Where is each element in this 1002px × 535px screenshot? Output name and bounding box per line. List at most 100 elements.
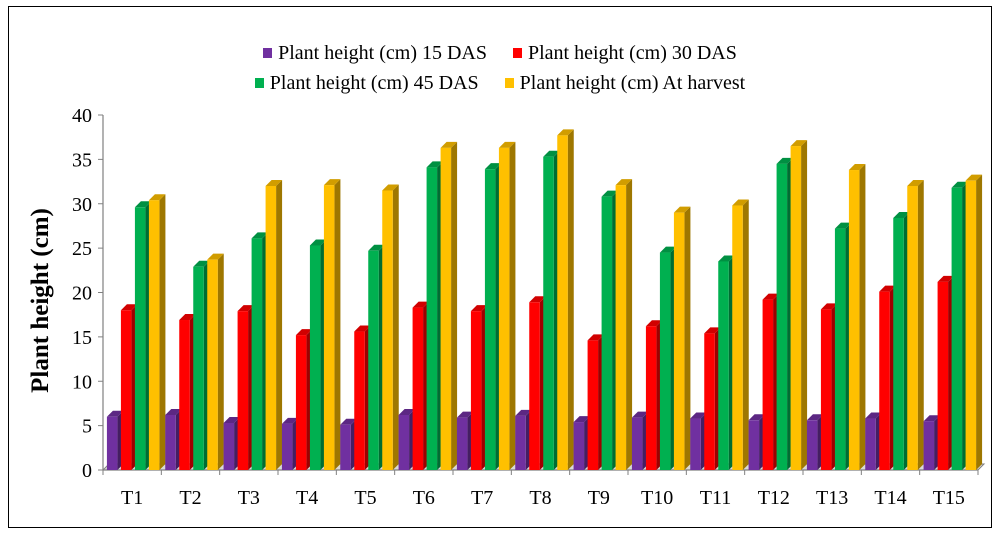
y-tick-label: 25	[72, 238, 92, 260]
legend-item-at-harvest: Plant height (cm) At harvest	[504, 72, 745, 95]
bar-top	[382, 184, 399, 191]
bar-front	[631, 417, 643, 470]
bar-top	[865, 412, 882, 419]
bar-front	[134, 207, 146, 471]
bar-front	[937, 281, 949, 470]
bar-top	[265, 180, 283, 186]
bar-top	[134, 201, 152, 208]
bar-top	[951, 181, 969, 188]
bar-top	[615, 179, 633, 186]
bar-front	[456, 417, 468, 470]
x-tick-label: T9	[588, 487, 610, 509]
x-tick-label: T14	[874, 487, 906, 509]
bar-top	[148, 194, 166, 201]
bar-top	[937, 275, 955, 282]
bar-front	[573, 422, 585, 470]
bar-front	[732, 205, 743, 470]
x-tick-label: T8	[529, 487, 551, 509]
bar-top	[848, 164, 866, 171]
bar-top	[426, 161, 444, 168]
bar-T10-series-3	[673, 206, 691, 470]
y-tick-label: 30	[72, 194, 92, 216]
bar-T14-series-3	[907, 180, 924, 470]
bar-top	[354, 325, 371, 332]
bar-front	[790, 146, 802, 470]
bar-side	[217, 253, 224, 470]
bar-top	[179, 314, 196, 321]
bar-side	[567, 129, 574, 470]
bar-front	[207, 259, 218, 470]
bar-top	[281, 417, 299, 424]
bar-top	[529, 296, 546, 303]
chart-labels: 0 5 10 15 20 25 30 35 40 Plant height (cm) T1 T2 T3 T…	[27, 105, 965, 509]
bar-top	[732, 199, 749, 206]
bar-top	[340, 418, 357, 425]
legend-label-30-das: Plant height (cm) 30 DAS	[528, 41, 737, 64]
bar-front	[704, 333, 715, 470]
bar-front	[806, 420, 818, 470]
legend-row-2: Plant height (cm) 45 DAS Plant height (c…	[120, 68, 880, 98]
bar-front	[265, 186, 277, 470]
bar-front	[543, 156, 554, 470]
x-tick-label: T10	[641, 487, 673, 509]
bar-top	[106, 410, 124, 417]
x-tick-label: T4	[296, 487, 318, 509]
bar-front	[615, 185, 627, 471]
bar-top	[412, 301, 430, 308]
bar-front	[645, 326, 657, 470]
bar-front	[557, 135, 568, 470]
bar-T15-series-3	[965, 174, 983, 471]
bar-T4-series-3	[323, 179, 341, 471]
bar-front	[281, 423, 293, 470]
bar-top	[923, 415, 941, 422]
bar-front	[354, 331, 365, 470]
bar-T12-series-3	[790, 140, 808, 470]
bar-front	[776, 163, 788, 470]
x-tick-label: T11	[700, 487, 731, 509]
bar-T5-series-3	[382, 184, 399, 470]
bar-front	[690, 418, 701, 470]
bar-front	[440, 147, 452, 470]
legend-swatch-15-das	[263, 48, 273, 58]
bar-front	[165, 414, 176, 470]
x-tick-label: T6	[413, 487, 435, 509]
legend-row-1: Plant height (cm) 15 DAS Plant height (c…	[120, 38, 880, 68]
bar-front	[368, 250, 379, 470]
bar-front	[601, 196, 613, 470]
bar-front	[762, 299, 774, 470]
bar-front	[659, 252, 671, 470]
bar-front	[951, 187, 963, 470]
bar-front	[879, 291, 890, 470]
bar-front	[865, 418, 876, 470]
legend-swatch-at-harvest	[504, 78, 514, 88]
y-tick-label: 20	[72, 283, 92, 305]
bar-side	[684, 206, 691, 470]
bar-front	[834, 228, 846, 470]
bar-T11-series-3	[732, 199, 749, 470]
y-tick-label: 35	[72, 149, 92, 171]
bar-top	[631, 411, 649, 418]
bar-front	[295, 335, 307, 470]
bar-top	[470, 305, 488, 312]
bar-front	[412, 307, 424, 470]
bar-top	[601, 190, 619, 197]
bar-front	[223, 422, 235, 470]
legend-item-45-das: Plant height (cm) 45 DAS	[254, 72, 479, 95]
bar-T13-series-3	[848, 164, 866, 470]
bar-top	[907, 180, 924, 186]
bar-top	[762, 293, 780, 300]
bar-top	[323, 179, 341, 186]
bar-top	[879, 285, 896, 292]
legend-swatch-30-das	[513, 48, 522, 58]
y-axis-title: Plant height (cm)	[27, 208, 54, 393]
bar-side	[976, 174, 983, 471]
bar-top	[440, 141, 458, 148]
bar-front	[515, 415, 526, 470]
x-tick-label: T7	[471, 487, 493, 509]
bar-top	[748, 414, 766, 421]
bar-top	[120, 304, 138, 311]
bar-front	[748, 420, 760, 470]
bar-front	[718, 261, 729, 470]
bar-front	[893, 217, 904, 470]
